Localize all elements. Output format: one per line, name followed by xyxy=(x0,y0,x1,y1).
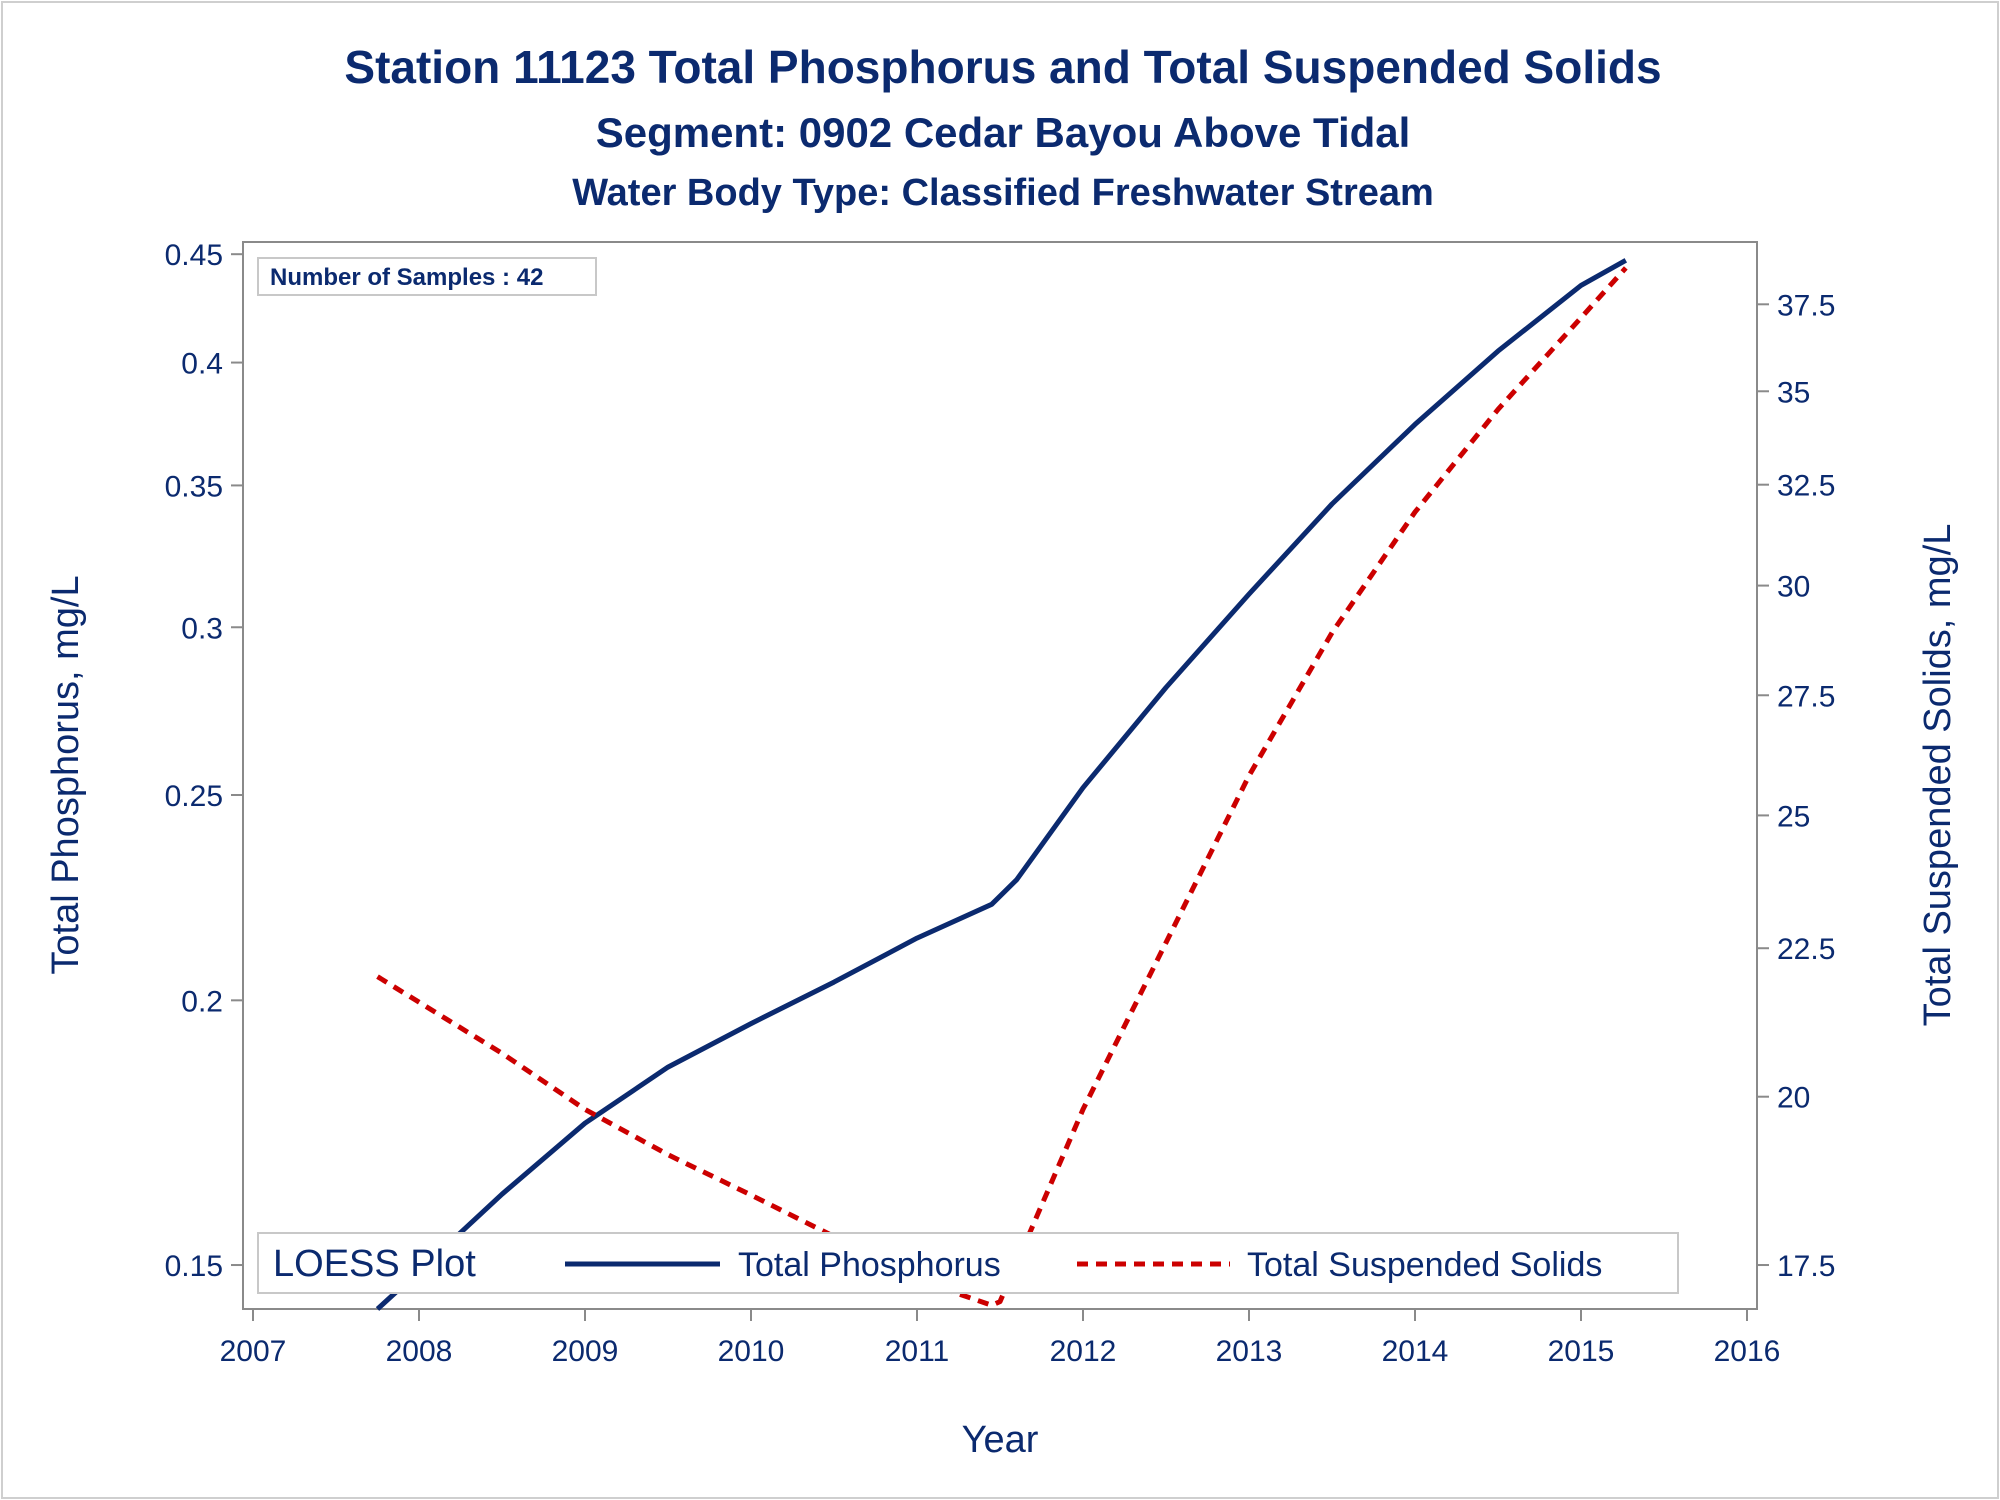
y-right-tick-label-32-5: 32.5 xyxy=(1777,470,1835,503)
y-right-tick-label-17-5: 17.5 xyxy=(1777,1250,1835,1283)
x-axis: 2007 2008 2009 2010 2011 2012 2013 2014 2015 2016 xyxy=(220,1309,1781,1368)
legend: LOESS Plot Total Phosphorus Total Suspen… xyxy=(257,1232,1679,1294)
x-axis-label: Year xyxy=(962,1419,1039,1461)
x-tick-label-2015: 2015 xyxy=(1548,1335,1615,1368)
y-left-tick-label-0-2: 0.2 xyxy=(181,985,223,1018)
chart-subtitle-2: Water Body Type: Classified Freshwater S… xyxy=(572,172,1434,214)
y-left-tick-label-0-4: 0.4 xyxy=(181,348,223,381)
y-left-axis: 0.15 0.2 0.25 0.3 0.35 0.4 0.45 xyxy=(165,239,243,1283)
legend-box xyxy=(257,1232,1679,1294)
x-tick-label-2016: 2016 xyxy=(1714,1335,1781,1368)
x-tick-label-2013: 2013 xyxy=(1216,1335,1283,1368)
y-right-axis: 17.5 20 22.5 25 27.5 30 32.5 35 37.5 xyxy=(1757,289,1835,1283)
x-tick-label-2008: 2008 xyxy=(386,1335,453,1368)
legend-label-total-phosphorus: Total Phosphorus xyxy=(738,1246,1001,1284)
legend-title: LOESS Plot xyxy=(273,1243,476,1285)
y-right-tick-label-35: 35 xyxy=(1777,376,1810,409)
legend-label-total-suspended-solids: Total Suspended Solids xyxy=(1247,1246,1602,1284)
x-tick-label-2009: 2009 xyxy=(552,1335,619,1368)
y-left-axis-label: Total Phosphorus, mg/L xyxy=(45,575,87,974)
chart-subtitle: Segment: 0902 Cedar Bayou Above Tidal xyxy=(596,109,1411,156)
y-right-tick-label-22-5: 22.5 xyxy=(1777,933,1835,966)
y-right-tick-label-27-5: 27.5 xyxy=(1777,680,1835,713)
y-right-tick-label-37-5: 37.5 xyxy=(1777,289,1835,322)
sample-count-box xyxy=(257,257,597,296)
x-tick-label-2007: 2007 xyxy=(220,1335,287,1368)
x-tick-label-2010: 2010 xyxy=(718,1335,785,1368)
y-left-tick-label-0-45: 0.45 xyxy=(165,239,223,272)
y-left-tick-label-0-3: 0.3 xyxy=(181,612,223,645)
y-left-tick-label-0-25: 0.25 xyxy=(165,780,223,813)
y-left-tick-label-0-15: 0.15 xyxy=(165,1250,223,1283)
sample-count-label: Number of Samples : 42 xyxy=(270,264,543,291)
y-right-tick-label-25: 25 xyxy=(1777,800,1810,833)
y-right-axis-label: Total Suspended Solids, mg/L xyxy=(1917,524,1959,1027)
series-layer xyxy=(375,258,1628,1311)
y-right-tick-label-30: 30 xyxy=(1777,571,1810,604)
y-right-tick-label-20: 20 xyxy=(1777,1082,1810,1115)
plot-area-border xyxy=(242,241,1758,1310)
x-tick-label-2012: 2012 xyxy=(1050,1335,1117,1368)
x-tick-label-2011: 2011 xyxy=(885,1335,950,1368)
x-tick-label-2014: 2014 xyxy=(1382,1335,1449,1368)
chart-title: Station 11123 Total Phosphorus and Total… xyxy=(344,41,1661,93)
series-line-total-phosphorus xyxy=(375,258,1628,1311)
series-line-total-suspended-solids xyxy=(376,266,1628,1308)
y-left-tick-label-0-35: 0.35 xyxy=(165,470,223,503)
